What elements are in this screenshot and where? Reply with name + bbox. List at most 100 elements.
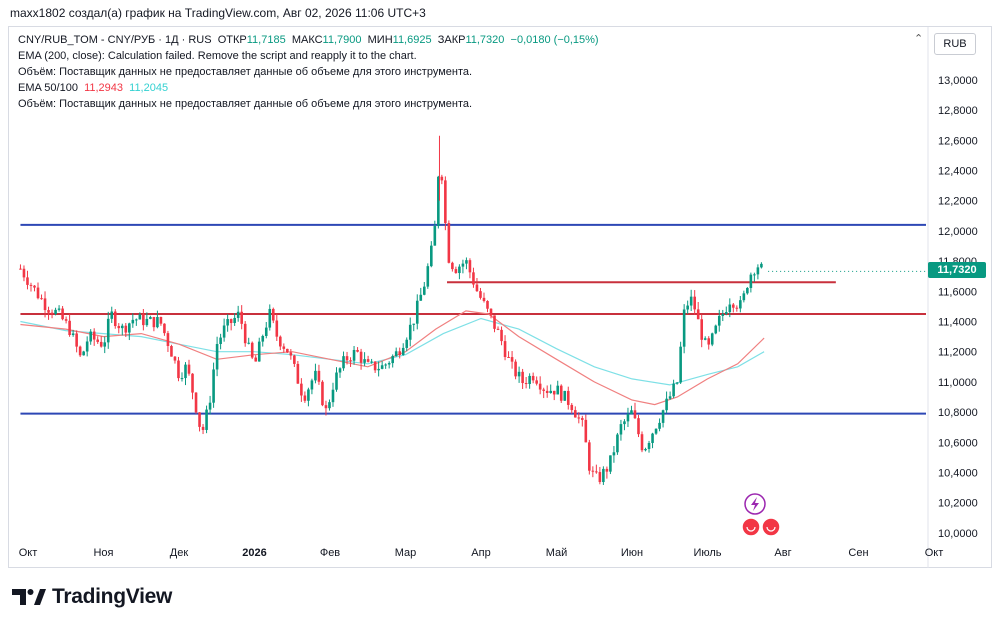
candle-body [187,364,191,374]
candle-body [535,380,538,384]
y-tick-label: 12,8000 [938,105,978,117]
collapse-legend-icon[interactable]: ⌃ [914,33,924,45]
candle-body [696,309,700,320]
candle-body [595,471,598,473]
currency-button[interactable]: RUB [934,33,976,55]
candle-body [598,472,602,483]
candle-body [103,342,107,347]
legend-volume-1[interactable]: Объём: Поставщик данных не предоставляет… [18,66,473,78]
candle-body [447,223,451,263]
candle-body [303,395,307,401]
candle-body [461,263,465,267]
candle-body [531,375,535,381]
candle-body [739,300,742,309]
open-label: ОТКР [217,34,247,46]
candle-body [363,359,366,363]
y-tick-label: 12,4000 [938,165,978,177]
candle-body [609,455,612,472]
candle-body [201,426,205,430]
ema50-value: 11,2943 [84,82,124,94]
candle-body [668,396,672,399]
candle-body [215,344,219,370]
candle-body [352,349,356,361]
candle-body [212,369,215,403]
high-label: МАКС [291,34,323,46]
candle-body [78,346,82,356]
candle-body [264,327,268,337]
candle-body [380,365,384,369]
candle-body [563,390,567,401]
candle-body [36,287,40,299]
candle-body [92,331,96,340]
candle-body [54,309,57,315]
candle-body [229,319,233,324]
candle-body [173,356,177,361]
x-tick-label: Ноя [93,547,113,559]
x-tick-label: Май [546,547,568,559]
candle-body [47,310,50,313]
candle-body [651,433,654,443]
candle-body [672,383,675,397]
candle-body [310,380,314,390]
ema100-value: 11,2045 [129,82,169,94]
candle-body [366,359,370,362]
y-tick-label: 10,6000 [938,437,978,449]
event-earnings-icon [761,517,781,537]
candle-body [50,312,54,315]
candle-body [566,390,570,405]
candle-body [335,372,338,390]
legend-volume-2[interactable]: Объём: Поставщик данных не предоставляет… [18,98,473,110]
x-tick-label: 2026 [242,547,266,559]
open-value: 11,7185 [246,34,286,46]
close-label: ЗАКР [437,34,466,46]
candle-body [68,320,71,336]
candle-body [756,267,760,275]
candle-body [138,314,142,320]
candle-body [408,324,412,340]
ema50-line [20,310,765,406]
candle-body [760,263,763,268]
candle-body [654,428,658,434]
candle-body [163,323,166,334]
candle-body [401,347,405,355]
candle-body [254,357,258,362]
candle-body [422,286,426,295]
candle-body [152,317,156,328]
candle-body [110,311,114,319]
candle-body [570,404,574,411]
candle-body [145,318,149,326]
candle-body [559,385,563,401]
candle-body [472,272,475,285]
candle-body [549,390,553,393]
candle-body [753,274,756,276]
tradingview-logo[interactable]: TradingView [12,585,172,609]
tradingview-logo-icon [12,589,46,605]
x-tick-label: Июль [693,547,721,559]
candle-body [387,363,391,365]
candle-body [271,308,275,321]
candle-body [573,410,577,418]
legend-ema200[interactable]: EMA (200, close): Calculation failed. Re… [18,50,417,62]
legend-symbol[interactable]: CNY/RUB_TOM - CNY/РУБ · 1Д · RUS [18,34,212,46]
candle-body [732,304,735,308]
x-tick-label: Окт [19,547,38,559]
candle-body [82,351,85,356]
legend-ema-50-100[interactable]: EMA 50/100 11,2943 11,2045 [18,82,168,94]
candle-body [552,390,556,395]
x-tick-label: Авг [774,547,791,559]
candle-body [637,418,640,435]
candle-body [180,378,184,380]
candle-body [342,356,345,369]
y-tick-label: 10,2000 [938,498,978,510]
candle-body [289,352,293,356]
candle-body [96,339,100,342]
x-tick-label: Июн [621,547,643,559]
candle-body [710,333,714,345]
candle-body [106,318,110,343]
candle-body [89,331,92,342]
candle-body [184,364,187,379]
candle-body [356,349,359,352]
candle-body [391,356,394,364]
candle-body [521,371,524,384]
